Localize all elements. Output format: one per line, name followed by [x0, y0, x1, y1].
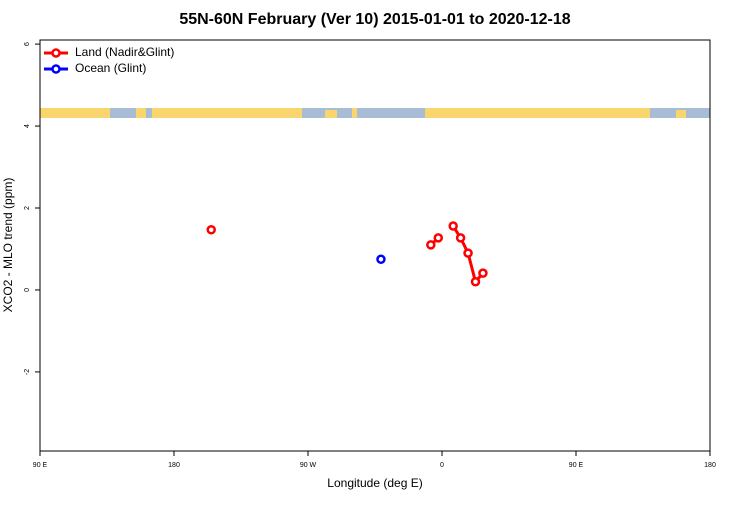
y-tick-label: 2	[24, 206, 31, 210]
data-point	[478, 268, 488, 278]
y-tick-label: 4	[24, 124, 31, 128]
data-point	[376, 254, 386, 264]
chart-title: 55N-60N February (Ver 10) 2015-01-01 to …	[179, 11, 570, 28]
data-point	[206, 224, 216, 235]
legend-label: Ocean (Glint)	[75, 61, 146, 75]
x-tick-label: 90 W	[300, 462, 317, 469]
y-tick-label: 6	[24, 42, 31, 46]
x-tick-label: 180	[168, 462, 180, 469]
x-tick-label: 90 E	[569, 462, 584, 469]
legend-label: Land (Nadir&Glint)	[75, 45, 174, 59]
y-tick-label: 0	[24, 288, 31, 292]
legend: Land (Nadir&Glint) Ocean (Glint)	[44, 45, 174, 75]
x-axis-label: Longitude (deg E)	[327, 476, 422, 490]
x-tick-label: 180	[704, 462, 716, 469]
data-point	[455, 233, 466, 243]
y-tick-label: -2	[24, 369, 31, 375]
legend-marker	[51, 64, 61, 74]
data-point	[426, 240, 436, 250]
data-point	[448, 221, 458, 231]
x-tick-label: 0	[440, 462, 444, 469]
x-tick-label: 90 E	[33, 462, 48, 469]
plot-frame	[39, 39, 711, 452]
data-point	[433, 233, 444, 243]
y-axis-label: XCO2 - MLO trend (ppm)	[1, 178, 15, 313]
legend-marker	[51, 48, 61, 58]
map-strip	[40, 108, 710, 118]
data-point	[470, 277, 481, 287]
data-point	[463, 248, 473, 258]
